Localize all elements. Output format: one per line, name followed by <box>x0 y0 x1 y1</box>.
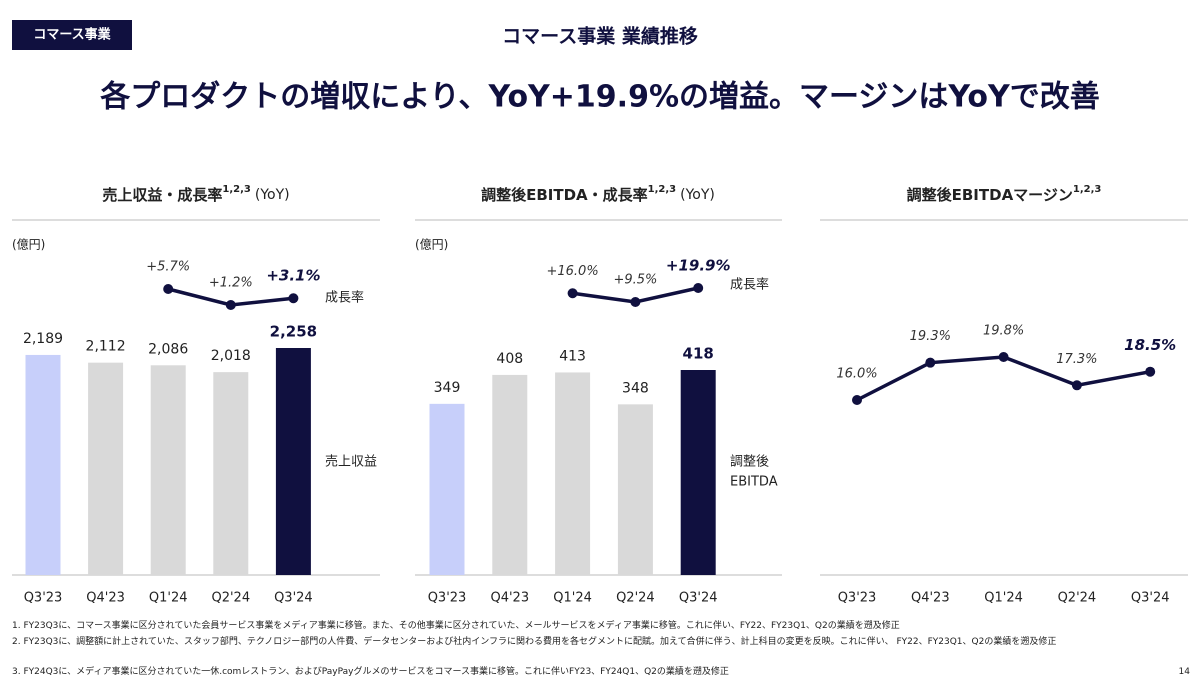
series-label: 成長率 <box>325 290 364 306</box>
bar-label: 348 <box>622 380 649 396</box>
chart-title: 調整後EBITDAマージン1,2,3 <box>907 184 1102 204</box>
x-tick-label: Q1'24 <box>149 591 188 606</box>
line-point <box>1145 366 1156 377</box>
bar <box>213 372 249 575</box>
bar <box>555 372 591 575</box>
x-tick-label: Q3'23 <box>24 591 63 606</box>
bar <box>88 362 124 575</box>
line-point <box>1071 380 1082 391</box>
headline: 各プロダクトの増収により、YoY+19.9%の増益。マージンはYoYで改善 <box>99 80 1099 115</box>
chart-title-suffix: (YoY) <box>680 187 715 203</box>
x-tick-label: Q2'24 <box>616 591 655 606</box>
line-point <box>998 352 1009 362</box>
point-label: +5.7% <box>146 260 190 275</box>
line-point <box>567 288 578 299</box>
line <box>856 355 1151 402</box>
line-point <box>163 284 174 294</box>
point-label: +3.1% <box>266 267 320 285</box>
chart-title-note: 1,2,3 <box>648 184 677 195</box>
chart-title-text: 売上収益・成長率 <box>102 186 222 204</box>
point-label: +1.2% <box>209 276 253 291</box>
bar-label: 2,018 <box>211 348 251 364</box>
bar <box>492 374 528 575</box>
bar <box>25 354 61 575</box>
chart-title-suffix: (YoY) <box>255 187 290 203</box>
bar-label: 2,112 <box>86 339 126 355</box>
bar <box>150 365 186 575</box>
x-tick-label: Q2'24 <box>211 591 250 606</box>
chart-title-note: 1,2,3 <box>222 184 251 195</box>
chart-title: 売上収益・成長率1,2,3 (YoY) <box>102 184 289 204</box>
bar <box>617 404 653 575</box>
point-label: +9.5% <box>613 273 657 288</box>
footnote: 1. FY23Q3に、コマース事業に区分されていた会員サービス事業をメディア事業… <box>12 621 900 631</box>
x-tick-label: Q3'23 <box>428 591 467 606</box>
point-label: 18.5% <box>1124 336 1176 354</box>
line-point <box>693 283 704 293</box>
unit-label: (億円) <box>415 238 448 252</box>
point-label: 19.8% <box>983 324 1024 339</box>
bar-label: 2,086 <box>148 341 188 357</box>
x-tick-label: Q1'24 <box>553 591 592 606</box>
point-label: 19.3% <box>910 329 951 344</box>
x-tick-label: Q3'24 <box>679 591 718 606</box>
point-label: +19.9% <box>666 257 731 275</box>
line-point <box>288 293 299 304</box>
footnote: 2. FY23Q3に、調整額に計上されていた、スタッフ部門、テクノロジー部門の人… <box>12 637 1057 647</box>
x-tick-label: Q4'23 <box>490 591 529 606</box>
footnote: 3. FY24Q3に、メディア事業に区分されていた一休.comレストラン、および… <box>12 667 729 677</box>
line-point <box>630 297 641 307</box>
header-title: コマース事業 業績推移 <box>502 25 698 48</box>
x-tick-label: Q3'24 <box>1131 591 1170 606</box>
x-tick-label: Q3'24 <box>274 591 313 606</box>
series-label: 成長率 <box>730 277 769 293</box>
bar-label: 2,258 <box>270 323 317 341</box>
x-tick-label: Q3'23 <box>838 591 877 606</box>
series-label: 調整後 <box>730 455 769 470</box>
x-tick-label: Q1'24 <box>984 591 1023 606</box>
bar <box>275 348 311 575</box>
x-tick-label: Q2'24 <box>1058 591 1097 606</box>
chart-title-text: 調整後EBITDAマージン <box>907 186 1073 204</box>
line-point <box>852 395 862 405</box>
chart-title: 調整後EBITDA・成長率1,2,3 (YoY) <box>481 184 715 204</box>
unit-label: (億円) <box>12 238 45 252</box>
page-number: 14 <box>1178 667 1190 677</box>
chart-title-note: 1,2,3 <box>1073 184 1102 195</box>
series-label: 売上収益 <box>325 454 377 470</box>
bar-label: 413 <box>559 348 586 364</box>
series-label: EBITDA <box>730 475 778 490</box>
tag: コマース事業 <box>33 27 111 43</box>
tag-box <box>12 20 132 50</box>
bar-label: 408 <box>496 351 523 367</box>
point-label: +16.0% <box>546 264 598 279</box>
x-tick-label: Q4'23 <box>911 591 950 606</box>
chart-title-text: 調整後EBITDA・成長率 <box>481 186 648 204</box>
bar-label: 2,189 <box>23 331 63 347</box>
point-label: 17.3% <box>1056 352 1097 367</box>
bar-label: 349 <box>434 380 461 396</box>
point-label: 16.0% <box>836 367 877 382</box>
bar-label: 418 <box>683 345 714 363</box>
line-point <box>925 357 936 368</box>
line-point <box>225 300 236 310</box>
bar <box>680 370 716 575</box>
x-tick-label: Q4'23 <box>86 591 125 606</box>
bar <box>429 403 465 575</box>
